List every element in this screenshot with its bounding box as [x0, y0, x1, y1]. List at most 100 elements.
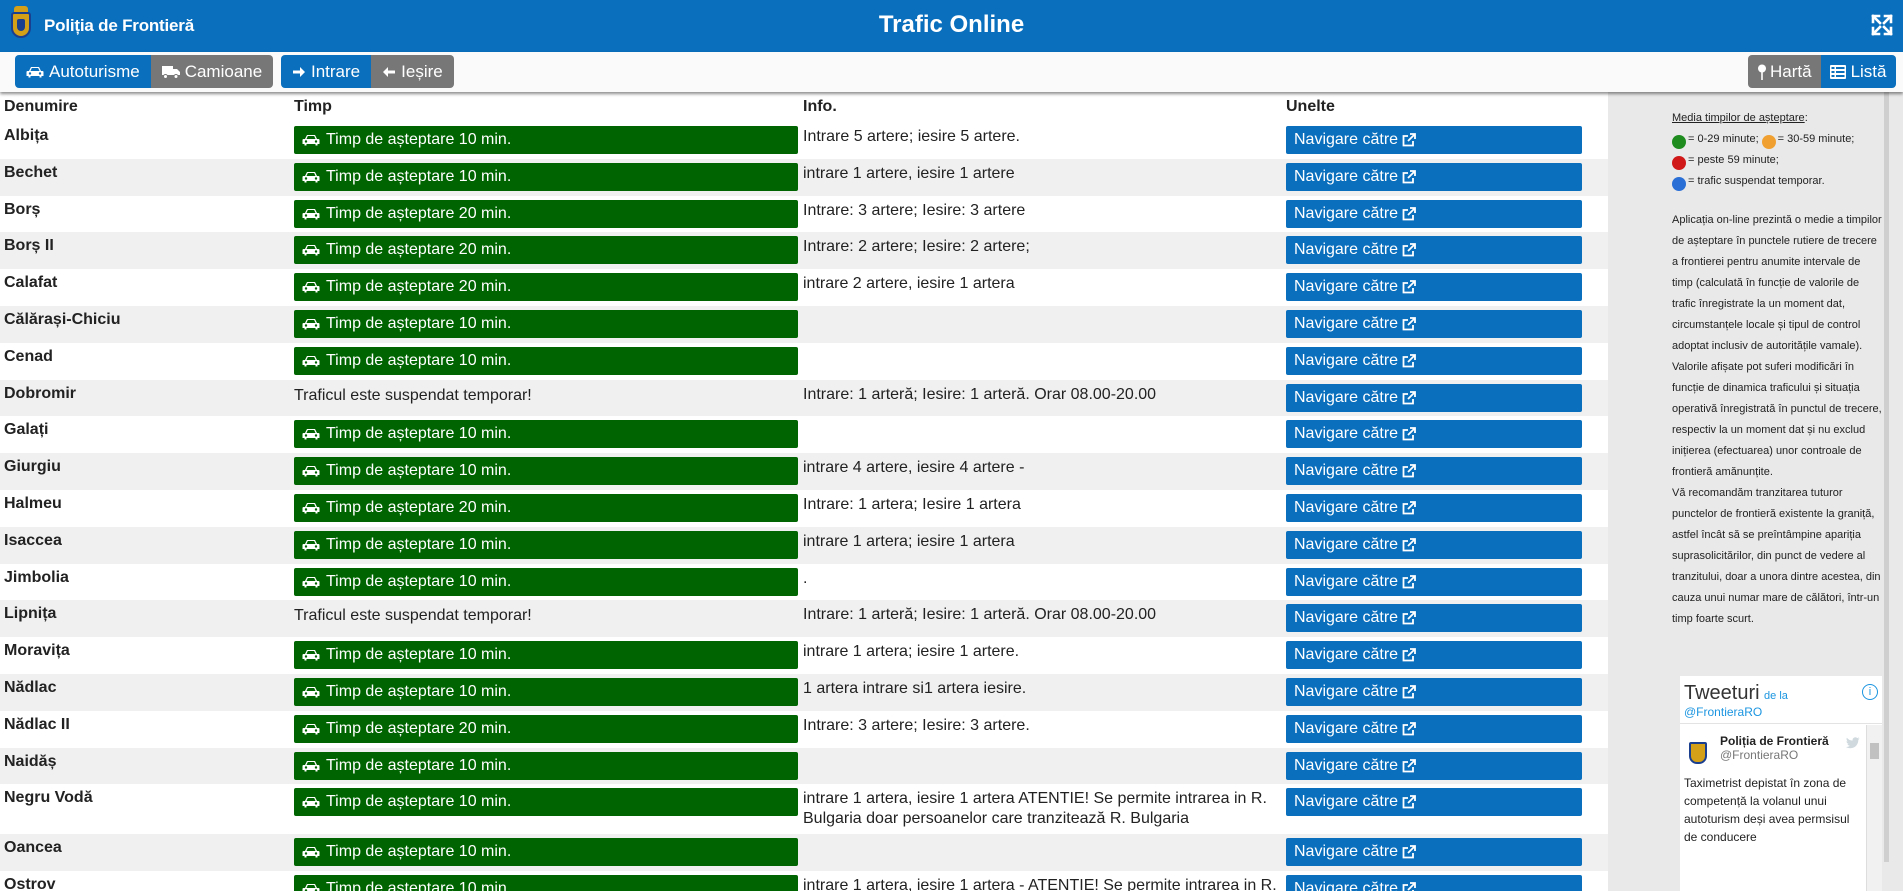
wait-time-badge: Timp de așteptare 10 min.	[294, 641, 798, 670]
map-view-button[interactable]: Hartă	[1748, 55, 1821, 88]
navigate-label: Navigare către	[1294, 756, 1399, 774]
navigate-label: Navigare către	[1294, 880, 1399, 891]
crossing-name: Halmeu	[0, 489, 290, 527]
crossing-name: Bechet	[0, 158, 290, 196]
external-link-icon	[1402, 574, 1416, 589]
brand[interactable]: Poliția de Frontieră	[6, 6, 194, 46]
table-row: Lipnița Traficul este suspendat temporar!…	[0, 600, 1608, 638]
wait-time-label: Timp de așteptare 10 min.	[326, 843, 512, 861]
entry-button[interactable]: Intrare	[281, 55, 372, 88]
wait-time-label: Timp de așteptare 10 min.	[326, 880, 512, 891]
wait-time-label: Timp de așteptare 10 min.	[326, 793, 512, 811]
navigate-button[interactable]: Navigare către	[1286, 493, 1582, 522]
view-toggle: Hartă Listă	[1748, 55, 1896, 88]
time-cell: Timp de așteptare 10 min.	[290, 784, 799, 835]
navigate-label: Navigare către	[1294, 388, 1399, 406]
navigate-label: Navigare către	[1294, 843, 1399, 861]
navigate-button[interactable]: Navigare către	[1286, 457, 1582, 486]
external-link-icon	[1402, 427, 1416, 441]
navigate-button[interactable]: Navigare către	[1286, 346, 1582, 375]
info-cell: 1 artera intrare si1 artera iesire.	[799, 673, 1282, 711]
info-cell: Intrare: 2 artere; Iesire: 2 artere;	[799, 232, 1282, 270]
tools-cell: Navigare către	[1282, 195, 1608, 233]
navigate-label: Navigare către	[1294, 462, 1399, 480]
twitter-bird-icon[interactable]	[1846, 736, 1860, 754]
table-row: Isaccea Timp de așteptare 10 min. intrare …	[0, 526, 1608, 564]
info-text: intrare 1 artera; iesire 1 artere.	[803, 643, 1020, 661]
wait-time-label: Timp de așteptare 10 min.	[326, 535, 512, 553]
cars-button[interactable]: Autoturisme	[15, 55, 151, 88]
info-cell	[799, 342, 1282, 380]
legend-orange: = 30-59 minute;	[1777, 133, 1855, 145]
navigate-button[interactable]: Navigare către	[1286, 126, 1582, 154]
navigate-button[interactable]: Navigare către	[1286, 383, 1582, 412]
navigate-button[interactable]: Navigare către	[1286, 420, 1582, 449]
navigate-button[interactable]: Navigare către	[1286, 838, 1582, 867]
navigate-label: Navigare către	[1294, 535, 1399, 553]
info-cell: intrare 1 artera; iesire 1 artera	[799, 526, 1282, 564]
wait-time-label: Timp de așteptare 10 min.	[326, 425, 512, 443]
car-icon	[302, 170, 320, 184]
twitter-handle-link[interactable]: @FrontieraRO	[1684, 705, 1763, 719]
sidebar-scrollbar[interactable]	[1884, 92, 1889, 862]
navigate-button[interactable]: Navigare către	[1286, 604, 1582, 633]
time-cell: Timp de așteptare 10 min.	[290, 673, 799, 711]
avatar[interactable]	[1684, 738, 1712, 766]
tweet[interactable]: Poliția de Frontieră @FrontieraRO Taxime…	[1680, 724, 1882, 846]
info-cell	[799, 305, 1282, 343]
truck-icon	[161, 65, 180, 79]
navigate-button[interactable]: Navigare către	[1286, 641, 1582, 670]
navigate-button[interactable]: Navigare către	[1286, 309, 1582, 338]
car-icon	[302, 354, 320, 368]
legend-blue: = trafic suspendat temporar.	[1688, 175, 1825, 187]
twitter-scrollbar[interactable]	[1866, 725, 1882, 891]
tools-cell: Navigare către	[1282, 871, 1608, 891]
external-link-icon	[1402, 501, 1416, 515]
info-text: Intrare: 1 arteră; Iesire: 1 arteră. Ora…	[803, 385, 1157, 403]
info-text: Intrare: 1 arteră; Iesire: 1 arteră. Ora…	[803, 606, 1157, 624]
info-text: intrare 1 artera, iesire 1 artera ATENTI…	[803, 790, 1267, 828]
info-cell: intrare 1 artera, iesire 1 artera ATENTI…	[799, 784, 1282, 835]
twitter-title: Tweeturi	[1684, 682, 1760, 704]
crossing-name: Negru Vodă	[0, 784, 290, 835]
navigate-button[interactable]: Navigare către	[1286, 714, 1582, 743]
navigate-button[interactable]: Navigare către	[1286, 567, 1582, 596]
list-view-button[interactable]: Listă	[1820, 55, 1896, 88]
car-icon	[302, 133, 320, 147]
info-text: Intrare: 3 artere; Iesire: 3 artere.	[803, 716, 1030, 734]
external-link-icon	[1402, 882, 1416, 891]
navigate-button[interactable]: Navigare către	[1286, 751, 1582, 780]
time-cell: Timp de așteptare 20 min.	[290, 710, 799, 748]
external-link-icon	[1402, 845, 1416, 859]
navigate-button[interactable]: Navigare către	[1286, 788, 1582, 817]
external-link-icon	[1402, 611, 1416, 625]
crossing-name: Giurgiu	[0, 453, 290, 490]
fullscreen-expand-icon[interactable]	[1871, 14, 1893, 36]
navigate-button[interactable]: Navigare către	[1286, 236, 1582, 265]
navigate-label: Navigare către	[1294, 572, 1399, 590]
tweet-author-handle: @FrontieraRO	[1720, 748, 1799, 762]
exit-button[interactable]: Ieșire	[371, 55, 454, 88]
table-row: Dobromir Traficul este suspendat temporar…	[0, 379, 1608, 417]
wait-time-legend: Media timpilor de așteptare: = 0-29 minu…	[1672, 108, 1884, 630]
trucks-button[interactable]: Camioane	[150, 55, 274, 88]
navigate-button[interactable]: Navigare către	[1286, 273, 1582, 302]
table-row: Borș II Timp de așteptare 20 min. Intrare:…	[0, 232, 1608, 270]
navigate-button[interactable]: Navigare către	[1286, 530, 1582, 559]
navigate-button[interactable]: Navigare către	[1286, 162, 1582, 191]
info-text: intrare 1 artere, iesire 1 artere	[803, 164, 1015, 182]
navigate-label: Navigare către	[1294, 204, 1399, 222]
navigate-button[interactable]: Navigare către	[1286, 677, 1582, 706]
crossing-name: Moravița	[0, 637, 290, 674]
info-icon[interactable]: i	[1862, 684, 1878, 700]
tools-cell: Navigare către	[1282, 379, 1608, 417]
navigate-button[interactable]: Navigare către	[1286, 199, 1582, 228]
crossing-name: Nădlac	[0, 673, 290, 711]
info-cell: Intrare: 1 arteră; Iesire: 1 arteră. Ora…	[799, 600, 1282, 638]
navigate-button[interactable]: Navigare către	[1286, 875, 1582, 891]
tweet-author[interactable]: Poliția de Frontieră @FrontieraRO	[1684, 734, 1862, 766]
cars-label: Autoturisme	[49, 61, 140, 81]
crossing-name: Borș II	[0, 232, 290, 270]
info-text	[803, 418, 1278, 421]
time-cell: Traficul este suspendat temporar!	[290, 379, 799, 417]
